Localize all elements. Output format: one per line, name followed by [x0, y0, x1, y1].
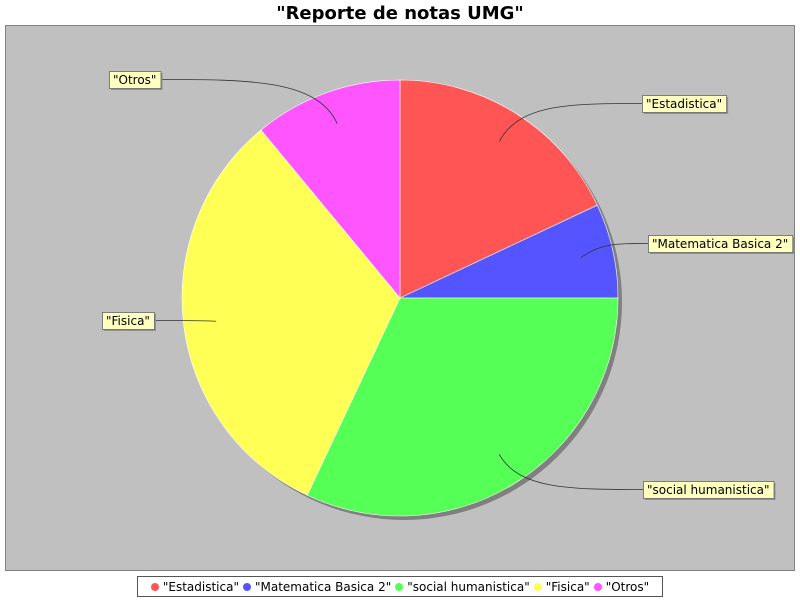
slice-label-box	[643, 481, 775, 499]
slice-label-box	[109, 71, 162, 89]
legend-item: "Fisica"	[533, 579, 590, 594]
legend-item: "Otros"	[593, 579, 650, 594]
slice-label: "Otros"	[109, 71, 163, 90]
slice-label-text: "Otros"	[113, 73, 156, 87]
slice-label: "social humanistica"	[643, 481, 776, 500]
legend-item: "Matematica Basica 2"	[242, 579, 392, 594]
leader-line	[580, 243, 649, 258]
legend-swatch	[395, 582, 404, 591]
slice-label: "Estadistica"	[642, 95, 729, 114]
pie-slices	[181, 79, 619, 517]
legend-label: "Matematica Basica 2"	[254, 579, 392, 594]
legend-label: "Otros"	[605, 579, 650, 594]
legend-label: "social humanistica"	[407, 579, 530, 594]
slice-label-box	[102, 312, 155, 330]
legend-item: "Estadistica"	[150, 579, 239, 594]
legend-swatch	[150, 582, 159, 591]
leader-line	[160, 79, 338, 124]
legend-swatch	[242, 582, 251, 591]
pie-slice	[181, 129, 401, 496]
legend-swatch	[533, 582, 542, 591]
slice-label: "Matematica Basica 2"	[648, 235, 795, 254]
pie-slice	[260, 79, 401, 299]
leader-line	[498, 103, 643, 142]
label-leaders	[153, 79, 649, 490]
slice-label-text: "Matematica Basica 2"	[652, 237, 788, 251]
slice-label-text: "Fisica"	[106, 314, 150, 328]
chart-title: "Reporte de notas UMG"	[276, 3, 524, 24]
slice-labels: "Estadistica" "Matematica Basica 2" "socia…	[102, 71, 795, 500]
legend-label: "Estadistica"	[162, 579, 239, 594]
slice-label: "Fisica"	[102, 312, 156, 331]
legend-swatch	[593, 582, 602, 591]
legend-item: "social humanistica"	[395, 580, 530, 594]
slice-label-text: "social humanistica"	[647, 483, 770, 497]
pie-slice	[306, 297, 619, 517]
slice-label-box	[648, 235, 794, 253]
slice-label-box	[642, 95, 728, 113]
leader-line	[153, 320, 217, 322]
legend-label: "Fisica"	[545, 579, 590, 594]
pie-slice	[399, 79, 598, 299]
slice-label-text: "Estadistica"	[646, 97, 722, 111]
legend: "Estadistica" "Matematica Basica 2" "socia…	[137, 576, 663, 597]
leader-line	[498, 454, 644, 490]
